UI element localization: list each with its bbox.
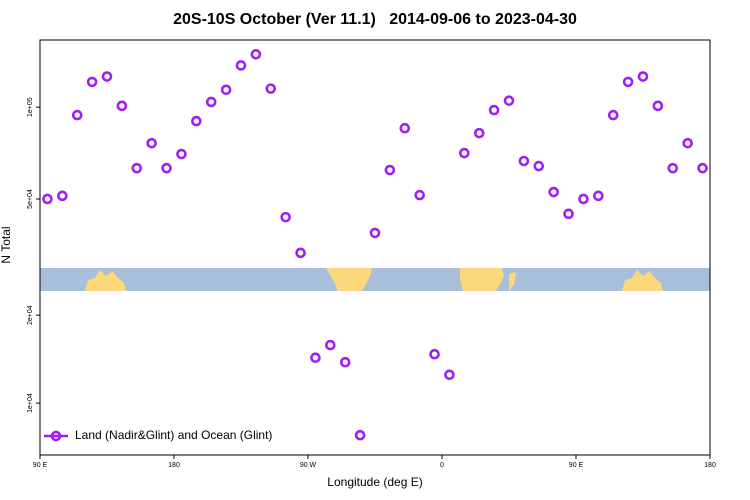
point [325, 339, 336, 351]
point [250, 49, 262, 60]
point [265, 83, 277, 94]
point [518, 155, 530, 167]
point [384, 164, 396, 176]
point [399, 122, 411, 134]
point [444, 369, 455, 381]
land [326, 268, 372, 291]
point [667, 162, 679, 174]
point [637, 71, 649, 82]
point [682, 137, 693, 149]
point [414, 189, 425, 201]
point [86, 76, 98, 88]
land [509, 272, 516, 291]
point [161, 162, 172, 174]
point [354, 429, 366, 441]
point [176, 148, 187, 160]
point [146, 137, 157, 149]
x-axis-label: Longitude (deg E) [327, 475, 422, 489]
point [697, 162, 708, 174]
land [85, 270, 126, 291]
point [310, 352, 321, 364]
point [503, 95, 515, 106]
point [295, 247, 306, 259]
point [42, 193, 53, 205]
x-tick-label: 180 [168, 462, 180, 469]
point [473, 127, 485, 139]
point [578, 193, 589, 205]
y-axis-label: N Total [0, 226, 13, 263]
point [607, 109, 619, 121]
legend-marker [50, 430, 62, 442]
point [101, 71, 113, 82]
point [459, 147, 470, 159]
point [71, 109, 83, 121]
x-tick-label: 180 [704, 462, 716, 469]
x-tick-label: 90 W [300, 462, 317, 469]
plot-frame [39, 39, 711, 456]
point [131, 162, 143, 174]
x-tick-label: 90 E [33, 462, 48, 469]
ocean [40, 268, 710, 291]
point [622, 76, 634, 88]
y-tick-label: 5e+04 [27, 189, 34, 209]
map-band [40, 268, 710, 291]
point [205, 96, 217, 108]
legend-label: Land (Nadir&Glint) and Ocean (Glint) [75, 428, 272, 442]
x-tick-label: 90 E [569, 462, 584, 469]
point [280, 211, 291, 223]
y-tick-label: 1e+05 [27, 97, 34, 117]
y-tick-label: 2e+04 [27, 305, 34, 325]
y-tick-label: 1e+04 [27, 393, 34, 413]
point [429, 348, 440, 360]
point [488, 104, 500, 116]
land [622, 270, 663, 291]
point [116, 100, 128, 112]
point [235, 60, 247, 71]
point [652, 100, 664, 112]
point [191, 115, 202, 127]
point [369, 227, 381, 239]
point [220, 84, 232, 96]
point [563, 208, 574, 220]
chart-title: 20S-10S October (Ver 11.1) 2014-09-06 to… [173, 11, 577, 28]
land [460, 268, 504, 291]
point [548, 186, 559, 198]
point [57, 190, 68, 202]
point [339, 356, 351, 368]
point [533, 160, 545, 172]
x-tick-label: 0 [440, 462, 444, 469]
point [593, 190, 604, 202]
